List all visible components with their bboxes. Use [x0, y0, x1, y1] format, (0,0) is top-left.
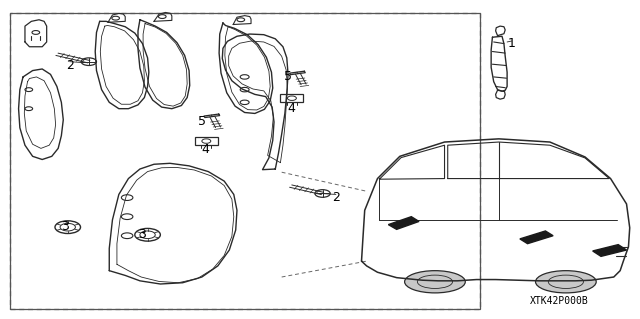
Text: 3: 3	[138, 228, 147, 241]
Bar	[280, 94, 303, 102]
Text: 1: 1	[508, 37, 516, 50]
Text: 3: 3	[61, 220, 68, 233]
Text: 5: 5	[284, 70, 292, 84]
Text: 4: 4	[201, 144, 209, 157]
Ellipse shape	[404, 271, 465, 293]
Text: 4: 4	[287, 102, 295, 115]
Polygon shape	[520, 231, 553, 244]
Text: 2: 2	[332, 191, 340, 204]
Text: XTK42P000B: XTK42P000B	[530, 296, 589, 306]
Text: 5: 5	[198, 115, 206, 128]
Bar	[10, 13, 479, 309]
Polygon shape	[593, 245, 627, 256]
Ellipse shape	[536, 271, 596, 293]
Polygon shape	[388, 217, 419, 229]
Text: 2: 2	[66, 59, 74, 72]
Bar	[10, 13, 479, 309]
Bar	[195, 137, 218, 145]
